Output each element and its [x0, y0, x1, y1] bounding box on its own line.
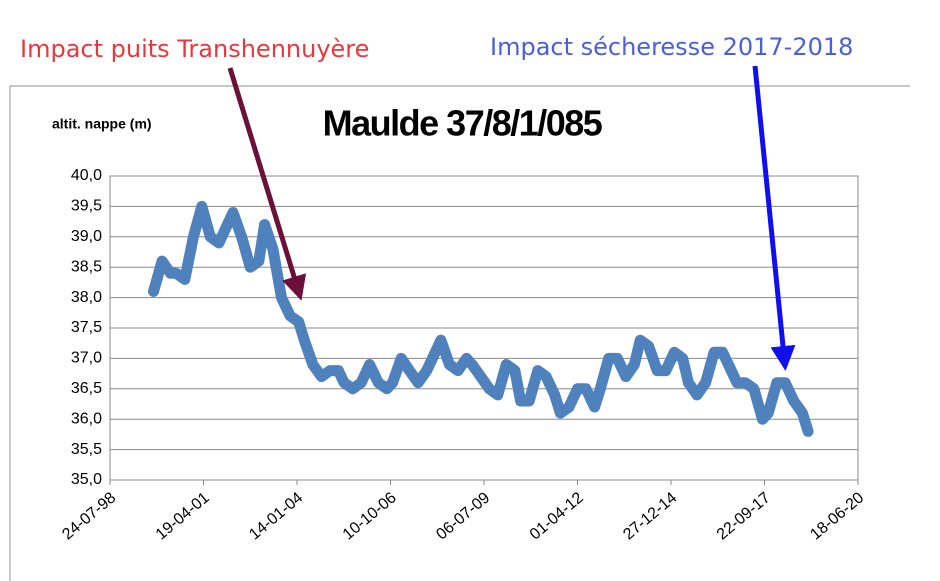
- y-axis-title: altit. nappe (m): [52, 116, 152, 132]
- chart-title: Maulde 37/8/1/085: [323, 103, 603, 144]
- y-tick-label: 40,0: [71, 167, 102, 184]
- annotation-arrow: [752, 65, 796, 371]
- annotation: Impact puits Transhennuyère: [20, 35, 369, 63]
- x-tick-label: 10-10-06: [340, 489, 400, 543]
- x-tick-label: 19-04-01: [153, 489, 213, 543]
- x-tick-label: 01-04-12: [527, 489, 587, 543]
- x-tick-label: 24-07-98: [59, 489, 119, 543]
- annotation: Impact sécheresse 2017-2018: [490, 33, 853, 61]
- chart-frame: [9, 85, 910, 581]
- y-tick-label: 39,0: [71, 228, 102, 245]
- y-tick-label: 38,5: [71, 258, 102, 275]
- x-tick-label: 22-09-17: [714, 489, 774, 543]
- y-tick-label: 37,0: [71, 350, 102, 367]
- x-tick-label: 18-06-20: [807, 489, 867, 543]
- y-tick-label: 38,0: [71, 289, 102, 306]
- y-tick-label: 35,5: [71, 441, 102, 458]
- x-tick-label: 14-01-04: [246, 489, 306, 543]
- x-tick-label: 27-12-14: [620, 489, 680, 543]
- x-tick-label: 06-07-09: [433, 489, 493, 543]
- y-tick-label: 36,5: [71, 380, 102, 397]
- annotation-arrow: [227, 67, 307, 301]
- y-tick-label: 39,5: [71, 198, 102, 215]
- y-tick-label: 35,0: [71, 471, 102, 488]
- y-tick-label: 36,0: [71, 410, 102, 427]
- y-tick-label: 37,5: [71, 319, 102, 336]
- series-line: [148, 200, 814, 437]
